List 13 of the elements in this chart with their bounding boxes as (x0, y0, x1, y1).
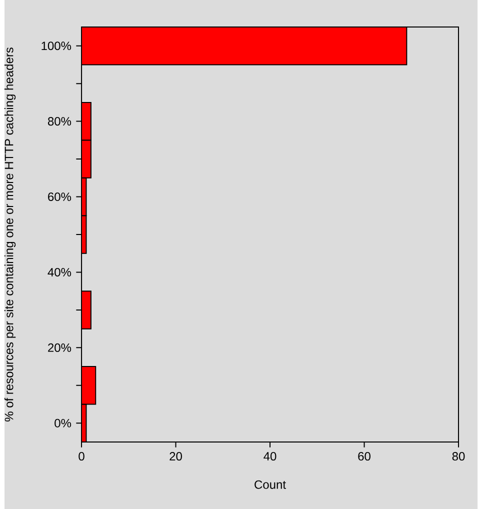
x-tick-label: 0 (78, 452, 85, 461)
x-axis-title: Count (254, 480, 286, 489)
y-tick-label: 80% (48, 117, 72, 126)
y-tick-label: 40% (48, 268, 72, 276)
x-tick-label: 60 (358, 452, 371, 461)
y-tick-label: 0% (54, 418, 72, 428)
y-tick-label: 20% (48, 343, 72, 352)
y-tick-label: 60% (48, 192, 72, 202)
x-tick-label: 80 (452, 452, 465, 461)
y-tick-label: 100% (42, 42, 72, 50)
x-tick-label: 40 (264, 452, 276, 461)
x-tick-label: 20 (170, 452, 182, 461)
y-axis-title: % of resources per site containing one or more HTTP caching headers (4, 48, 16, 422)
